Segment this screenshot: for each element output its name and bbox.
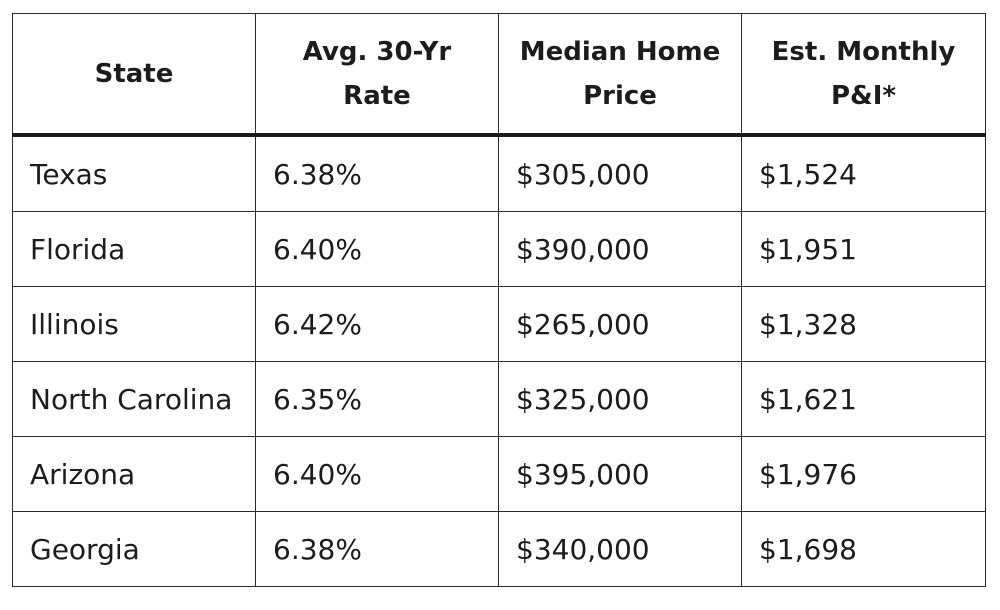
cell-rate: 6.40% [255, 436, 499, 512]
cell-payment: $1,524 [741, 134, 986, 212]
column-header-label: Est. Monthly P&I* [771, 36, 956, 111]
cell-state: Florida [12, 211, 256, 287]
cell-rate: 6.40% [255, 211, 499, 287]
cell-price: $325,000 [498, 361, 742, 437]
cell-payment: $1,951 [741, 211, 986, 287]
cell-rate: 6.35% [255, 361, 499, 437]
table-row: North Carolina 6.35% $325,000 $1,621 [12, 361, 986, 437]
cell-price: $390,000 [498, 211, 742, 287]
cell-state: Illinois [12, 286, 256, 362]
cell-price: $395,000 [498, 436, 742, 512]
column-header-label: State [94, 58, 174, 89]
cell-rate: 6.38% [255, 134, 499, 212]
table-body: Texas 6.38% $305,000 $1,524 Florida 6.40… [12, 134, 986, 587]
column-header-state: State [12, 13, 256, 137]
table-row: Georgia 6.38% $340,000 $1,698 [12, 511, 986, 587]
cell-price: $305,000 [498, 134, 742, 212]
cell-state: Texas [12, 134, 256, 212]
column-header-label: Avg. 30-Yr Rate [302, 36, 452, 111]
cell-payment: $1,621 [741, 361, 986, 437]
column-header-payment: Est. Monthly P&I* [741, 13, 986, 137]
table-row: Texas 6.38% $305,000 $1,524 [12, 134, 986, 212]
cell-price: $265,000 [498, 286, 742, 362]
header-row: State Avg. 30-Yr Rate Median Home Price … [12, 13, 986, 137]
cell-payment: $1,328 [741, 286, 986, 362]
table-row: Illinois 6.42% $265,000 $1,328 [12, 286, 986, 362]
mortgage-rates-table: State Avg. 30-Yr Rate Median Home Price … [12, 13, 986, 587]
table-row: Florida 6.40% $390,000 $1,951 [12, 211, 986, 287]
column-header-rate: Avg. 30-Yr Rate [255, 13, 499, 137]
cell-payment: $1,698 [741, 511, 986, 587]
cell-state: Arizona [12, 436, 256, 512]
cell-state: Georgia [12, 511, 256, 587]
cell-payment: $1,976 [741, 436, 986, 512]
cell-rate: 6.42% [255, 286, 499, 362]
cell-state: North Carolina [12, 361, 256, 437]
column-header-price: Median Home Price [498, 13, 742, 137]
table-row: Arizona 6.40% $395,000 $1,976 [12, 436, 986, 512]
table-header: State Avg. 30-Yr Rate Median Home Price … [12, 13, 986, 137]
cell-rate: 6.38% [255, 511, 499, 587]
column-header-label: Median Home Price [519, 36, 721, 111]
cell-price: $340,000 [498, 511, 742, 587]
